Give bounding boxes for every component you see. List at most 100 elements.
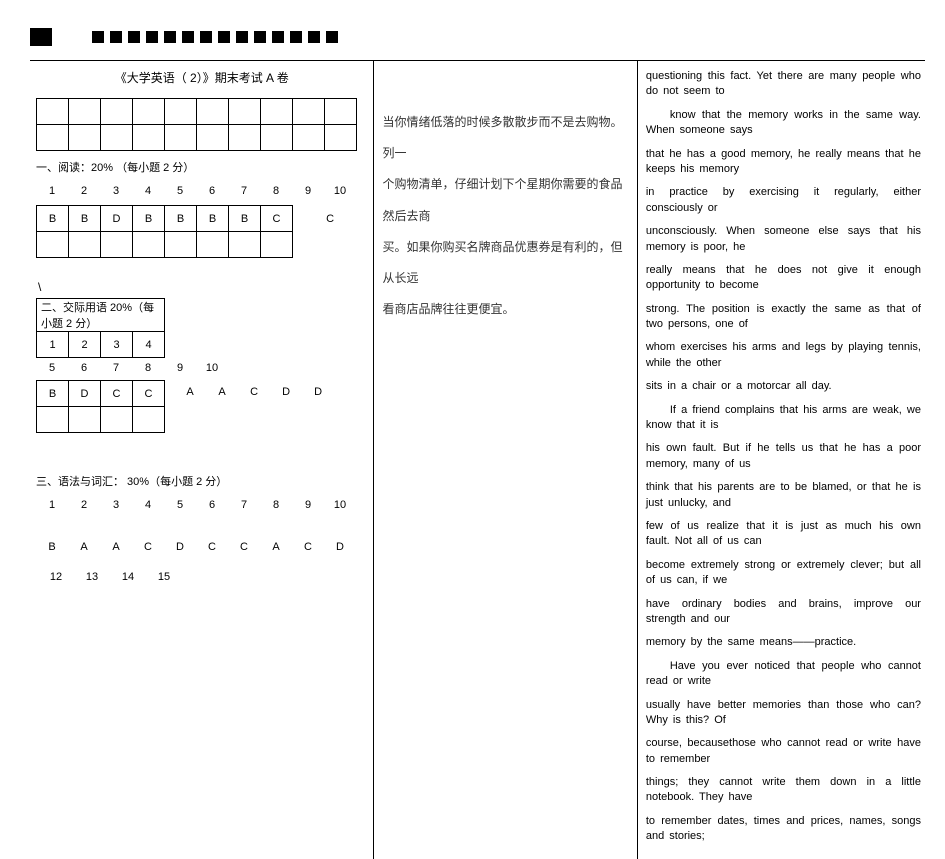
answer-cell: C — [196, 541, 228, 553]
grid-cell — [165, 125, 197, 151]
mid-line-3: 买。如果你购买名牌商品优惠券是有利的，但从长远 — [382, 240, 622, 285]
num-cell: 5 — [164, 499, 196, 511]
eng-l14: become extremely strong or extremely cle… — [646, 558, 921, 589]
answer-cell: D — [324, 541, 356, 553]
answer-cell: A — [260, 541, 292, 553]
grid-cell — [197, 232, 229, 258]
num-cell: 13 — [74, 571, 110, 583]
grid-cell — [261, 232, 293, 258]
num-cell: 4 — [132, 185, 164, 197]
num-cell: 6 — [68, 362, 100, 374]
eng-l5: unconsciously. When someone else says th… — [646, 224, 921, 255]
num-cell: 10 — [196, 362, 228, 374]
grid-cell — [261, 99, 293, 125]
section-2-heading: 二、交际用语 20%（每小题 2 分） — [37, 299, 165, 332]
num-cell: 6 — [196, 185, 228, 197]
eng-l11: his own fault. But if he tells us that h… — [646, 441, 921, 472]
num-cell: 9 — [292, 185, 324, 197]
grid-cell — [37, 99, 69, 125]
middle-column: 当你情绪低落的时候多散散步而不是去购物。列一 个购物清单，仔细计划下个星期你需要… — [374, 61, 637, 859]
grid-cell — [133, 99, 165, 125]
big-block — [30, 28, 52, 46]
eng-l10: If a friend complains that his arms are … — [646, 403, 921, 434]
grid-cell — [69, 407, 101, 433]
num-cell: 15 — [146, 571, 182, 583]
grid-cell — [37, 407, 69, 433]
answer-cell: C — [132, 541, 164, 553]
answer-cell: B — [197, 206, 229, 232]
eng-l12: think that his parents are to be blamed,… — [646, 480, 921, 511]
eng-l19: course, becausethose who cannot read or … — [646, 736, 921, 767]
grid-cell — [69, 125, 101, 151]
num-cell: 8 — [132, 362, 164, 374]
num-cell: 2 — [69, 332, 101, 358]
numbers-row-2-extra: 5678910 — [36, 362, 228, 374]
small-block — [326, 31, 338, 43]
columns: 《大学英语（ 2）》期末考试 A 卷 一、阅读：20% （每小题 2 分） 12… — [30, 61, 925, 859]
numbers-row-3: 12345678910 — [36, 499, 367, 511]
answer-cell: A — [174, 386, 206, 398]
small-block — [254, 31, 266, 43]
empty-grid-1 — [36, 98, 357, 151]
mid-line-4: 看商店品牌往往更便宜。 — [382, 302, 514, 316]
eng-l16: memory by the same means——practice. — [646, 635, 921, 650]
right-column: questioning this fact. Yet there are man… — [638, 61, 925, 859]
left-column: 《大学英语（ 2）》期末考试 A 卷 一、阅读：20% （每小题 2 分） 12… — [30, 61, 374, 859]
backslash-mark: \ — [38, 280, 367, 294]
num-cell: 5 — [36, 362, 68, 374]
num-cell: 4 — [132, 499, 164, 511]
numbers-row-2-cells: 1234 — [37, 332, 165, 358]
small-block — [236, 31, 248, 43]
answer-cell: B — [37, 381, 69, 407]
eng-l17: Have you ever noticed that people who ca… — [646, 659, 921, 690]
answer-cell: D — [164, 541, 196, 553]
eng-l3: that he has a good memory, he really mea… — [646, 147, 921, 178]
num-cell: 7 — [100, 362, 132, 374]
small-block — [146, 31, 158, 43]
num-cell: 8 — [260, 499, 292, 511]
num-cell: 14 — [110, 571, 146, 583]
grid-cell — [293, 125, 325, 151]
mid-line-1: 当你情绪低落的时候多散散步而不是去购物。列一 — [382, 115, 622, 160]
num-cell: 1 — [37, 332, 69, 358]
grid-cell — [229, 125, 261, 151]
grid-cell — [261, 125, 293, 151]
grid-cell — [37, 125, 69, 151]
answers-2-loose: AACDD — [174, 386, 334, 398]
num-cell: 4 — [133, 332, 165, 358]
grid-cell — [229, 99, 261, 125]
answer-cell: C — [101, 381, 133, 407]
mid-line-2: 个购物清单，仔细计划下个星期你需要的食品然后去商 — [382, 177, 622, 222]
num-cell: 8 — [260, 185, 292, 197]
grid-cell — [165, 99, 197, 125]
small-block — [308, 31, 320, 43]
grid-cell — [101, 99, 133, 125]
num-cell: 12 — [38, 571, 74, 583]
answer-grid-2: BBDBBBBC — [36, 205, 293, 258]
eng-l7: strong. The position is exactly the same… — [646, 302, 921, 333]
small-block — [92, 31, 104, 43]
eng-l6: really means that he does not give it en… — [646, 263, 921, 294]
small-block — [200, 31, 212, 43]
grid-cell — [197, 99, 229, 125]
answer-cell: B — [229, 206, 261, 232]
grid-cell — [293, 99, 325, 125]
top-black-blocks — [30, 28, 344, 46]
section-3-heading: 三、语法与词汇： 30%（每小题 2 分） — [36, 473, 367, 489]
small-block — [182, 31, 194, 43]
exam-title: 《大学英语（ 2）》期末考试 A 卷 — [36, 69, 367, 86]
eng-l4: in practice by exercising it regularly, … — [646, 185, 921, 216]
answer-cell: C — [228, 541, 260, 553]
small-block — [164, 31, 176, 43]
eng-l1: questioning this fact. Yet there are man… — [646, 69, 921, 100]
answer-cell: D — [101, 206, 133, 232]
grid-cell — [133, 407, 165, 433]
heading-grid-sec2: 二、交际用语 20%（每小题 2 分） 1234 — [36, 298, 165, 358]
grid-cell — [101, 232, 133, 258]
grid-cell — [197, 125, 229, 151]
eng-l13: few of us realize that it is just as muc… — [646, 519, 921, 550]
numbers-row-4: 12131415 — [38, 571, 367, 583]
grid-cell — [69, 232, 101, 258]
answer-cell: B — [36, 541, 68, 553]
answer-cell: B — [165, 206, 197, 232]
